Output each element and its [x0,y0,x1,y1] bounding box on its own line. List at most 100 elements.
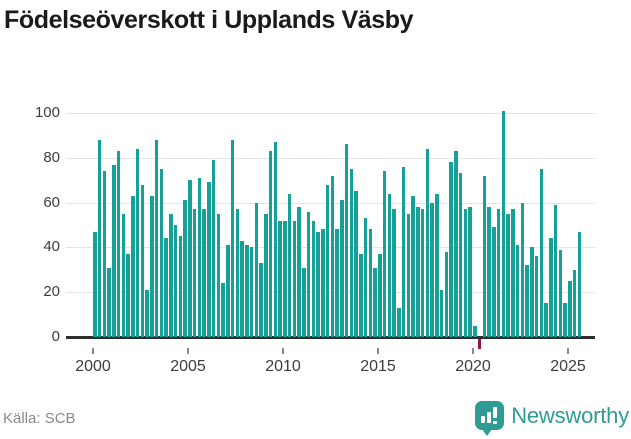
newsworthy-badge-icon [475,401,505,436]
x-axis-tick [282,348,284,354]
bar [506,213,510,337]
y-axis-label: 60 [43,193,60,211]
y-axis-label: 100 [34,104,60,121]
bar [150,195,154,337]
bar [283,220,287,337]
x-axis-label: 2000 [75,358,111,375]
x-axis-label: 2005 [170,358,206,375]
bar [287,193,292,337]
gridline [66,113,595,114]
bar [202,209,206,337]
x-axis-tick [567,348,569,354]
x-axis-tick [377,348,379,354]
bar [539,169,543,337]
bar [525,265,529,337]
bar [397,307,401,337]
bar [340,200,344,337]
bar [154,139,159,337]
bar [216,213,220,337]
bar [107,267,111,337]
y-axis-label: 0 [51,328,60,345]
bar [121,213,125,337]
bar [482,175,486,337]
bar [245,245,249,337]
bar [278,220,282,337]
source-note: Källa: SCB [3,410,76,427]
bar [221,283,225,337]
bar [444,251,448,337]
bar [335,229,339,337]
bar [558,249,562,337]
bar [126,254,130,337]
bar [392,209,396,337]
bar [197,177,201,337]
bar [226,245,230,337]
bar [330,175,334,337]
bar [178,236,182,337]
bar [449,162,453,337]
bar [378,254,382,337]
bar [207,182,211,337]
bar [349,169,353,337]
bar [297,207,301,337]
bar [325,184,330,337]
bar [420,209,425,337]
bar [553,204,558,337]
bar [544,303,548,337]
bar [458,173,463,337]
bar [468,207,472,337]
bar [425,148,429,337]
bar [131,195,135,337]
bar [359,254,363,337]
bar [268,151,273,337]
bar [511,209,515,337]
y-axis-label: 20 [43,283,60,301]
bar [164,238,168,337]
bar [435,193,439,337]
bar [235,209,239,337]
bar [292,220,296,337]
brand-logo: Newsworthy [475,401,629,436]
bar [97,139,102,337]
bar [93,231,97,337]
x-axis-line [66,336,595,339]
bar [145,289,149,337]
bar [492,227,496,337]
bar [354,191,358,337]
y-axis-label: 80 [43,148,60,166]
bar [430,202,434,337]
bar [368,229,372,337]
bar [249,247,254,337]
bar [387,193,391,337]
x-axis-label: 2020 [455,358,491,375]
x-axis-tick [187,348,189,354]
bar [211,160,216,337]
chart-title: Födelseöverskott i Upplands Väsby [4,6,414,34]
bar [515,245,520,337]
bar [159,169,163,337]
x-axis-tick [472,348,474,354]
bar [577,231,581,337]
bar [302,267,306,337]
bar [416,207,420,337]
bar [344,144,349,337]
bar [501,110,505,337]
bar [496,209,501,337]
bar [520,202,524,337]
bar [549,238,553,337]
bar [230,139,235,337]
bar [473,325,477,337]
brand-name: Newsworthy [511,402,629,428]
bar [254,202,258,337]
bar [572,269,577,337]
bar [439,289,444,337]
bar [273,142,277,337]
bar [382,171,387,337]
bar [116,151,121,337]
x-axis-label: 2025 [550,358,586,375]
bar [530,247,534,337]
bar [135,148,140,337]
bar [140,184,144,337]
bar [102,171,106,337]
bar [192,209,197,337]
